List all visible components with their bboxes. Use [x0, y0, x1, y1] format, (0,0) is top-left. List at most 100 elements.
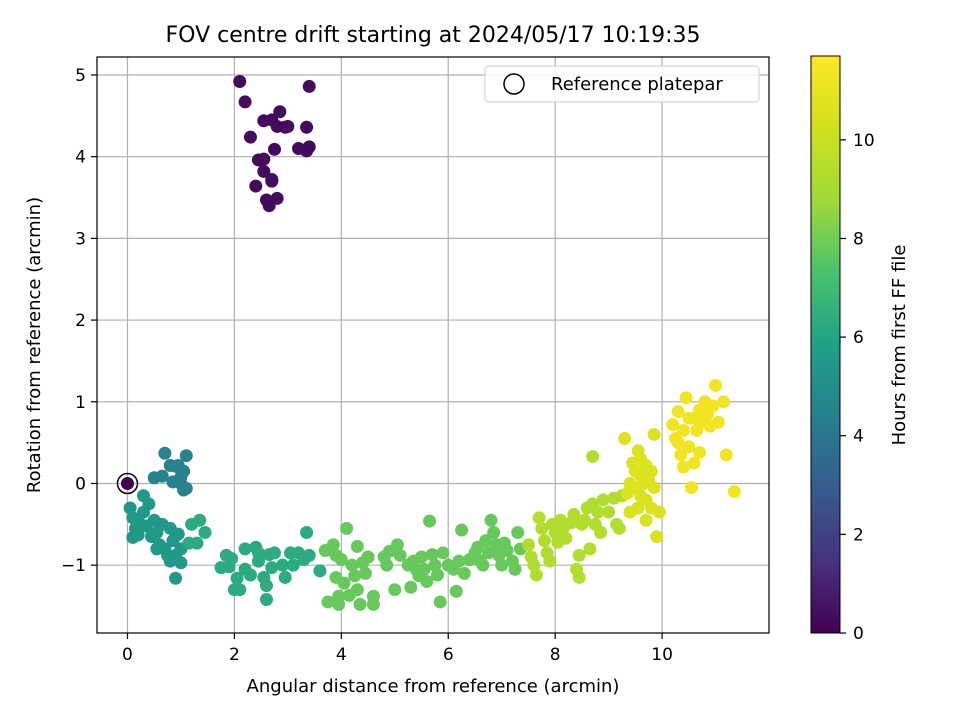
data-point: [251, 554, 265, 568]
data-point: [719, 448, 733, 462]
data-point: [428, 558, 442, 572]
y-tick-label: 4: [75, 148, 86, 168]
data-point: [193, 513, 207, 527]
data-point: [647, 481, 661, 495]
data-point: [249, 179, 263, 193]
data-point: [578, 513, 592, 527]
data-point: [182, 536, 196, 550]
plot-frame: [96, 56, 770, 634]
y-tick-label: −1: [61, 556, 86, 576]
data-point: [353, 597, 367, 611]
data-point: [709, 378, 723, 392]
data-points: [123, 75, 741, 611]
data-point: [717, 395, 731, 409]
data-point: [666, 418, 680, 432]
data-point: [591, 505, 605, 519]
y-tick-label: 0: [75, 474, 86, 494]
x-tick-label: 10: [651, 645, 673, 665]
data-point: [334, 552, 348, 566]
reference-point: [120, 476, 134, 490]
data-point: [163, 554, 177, 568]
data-point: [300, 526, 314, 540]
data-point: [366, 597, 380, 611]
data-point: [155, 469, 169, 483]
data-point: [476, 558, 490, 572]
data-point: [693, 445, 707, 459]
colorbar-tick-label: 4: [853, 427, 864, 447]
data-point: [572, 548, 586, 562]
data-point: [687, 411, 701, 425]
data-point: [537, 534, 551, 548]
data-point: [267, 142, 281, 156]
data-point: [332, 597, 346, 611]
data-point: [326, 538, 340, 552]
colorbar: 0 2 4 6 8 10 Hours from first FF file: [810, 55, 910, 644]
data-point: [479, 534, 493, 548]
y-tick-label: 3: [75, 229, 86, 249]
data-point: [644, 464, 658, 478]
colorbar-tick-label: 0: [853, 624, 864, 644]
data-point: [302, 79, 316, 93]
data-point: [259, 593, 273, 607]
data-point: [679, 391, 693, 405]
x-tick-label: 2: [229, 645, 240, 665]
legend-marker: [503, 73, 525, 95]
data-point: [449, 584, 463, 598]
data-point: [452, 554, 466, 568]
data-point: [265, 174, 279, 188]
data-point: [706, 399, 720, 413]
data-point: [262, 199, 276, 213]
reference-ring: [116, 472, 139, 495]
data-point: [612, 521, 626, 535]
data-point: [233, 583, 247, 597]
x-axis-label: Angular distance from reference (arcmin): [247, 676, 620, 697]
data-point: [487, 526, 501, 540]
data-point: [286, 558, 300, 572]
data-point: [126, 530, 140, 544]
data-point: [257, 152, 271, 166]
data-point: [481, 546, 495, 560]
data-point: [142, 497, 156, 511]
data-point: [158, 446, 172, 460]
data-point: [583, 542, 597, 556]
data-point: [543, 554, 557, 568]
y-axis-ticks: −1 0 1 2 3 4 5: [61, 66, 97, 576]
data-point: [388, 583, 402, 597]
data-point: [671, 436, 685, 450]
colorbar-tick-label: 10: [853, 131, 875, 151]
data-point: [682, 440, 696, 454]
colorbar-gradient: [811, 56, 840, 633]
data-point: [273, 105, 287, 119]
x-axis-ticks: 0 2 4 6 8 10: [122, 633, 673, 665]
data-point: [457, 566, 471, 580]
data-point: [404, 580, 418, 594]
data-point: [171, 527, 185, 541]
data-point: [676, 460, 690, 474]
data-point: [650, 530, 664, 544]
data-point: [230, 571, 244, 585]
y-axis-label: Rotation from reference (arcmin): [24, 197, 45, 493]
data-point: [238, 542, 252, 556]
data-point: [433, 595, 447, 609]
data-point: [257, 164, 271, 178]
colorbar-tick-label: 2: [853, 525, 864, 545]
data-point: [243, 568, 257, 582]
x-tick-label: 6: [443, 645, 454, 665]
data-point: [300, 120, 314, 134]
legend-label: Reference platepar: [551, 74, 723, 95]
data-point: [423, 514, 437, 528]
data-point: [711, 415, 725, 429]
data-point: [572, 570, 586, 584]
data-point: [535, 521, 549, 535]
data-point: [687, 456, 701, 470]
data-point: [259, 579, 273, 593]
data-point: [420, 575, 434, 589]
data-point: [361, 550, 375, 564]
data-point: [602, 505, 616, 519]
data-point: [671, 405, 685, 419]
data-point: [340, 521, 354, 535]
data-point: [639, 513, 653, 527]
data-point: [174, 470, 188, 484]
data-point: [425, 548, 439, 562]
